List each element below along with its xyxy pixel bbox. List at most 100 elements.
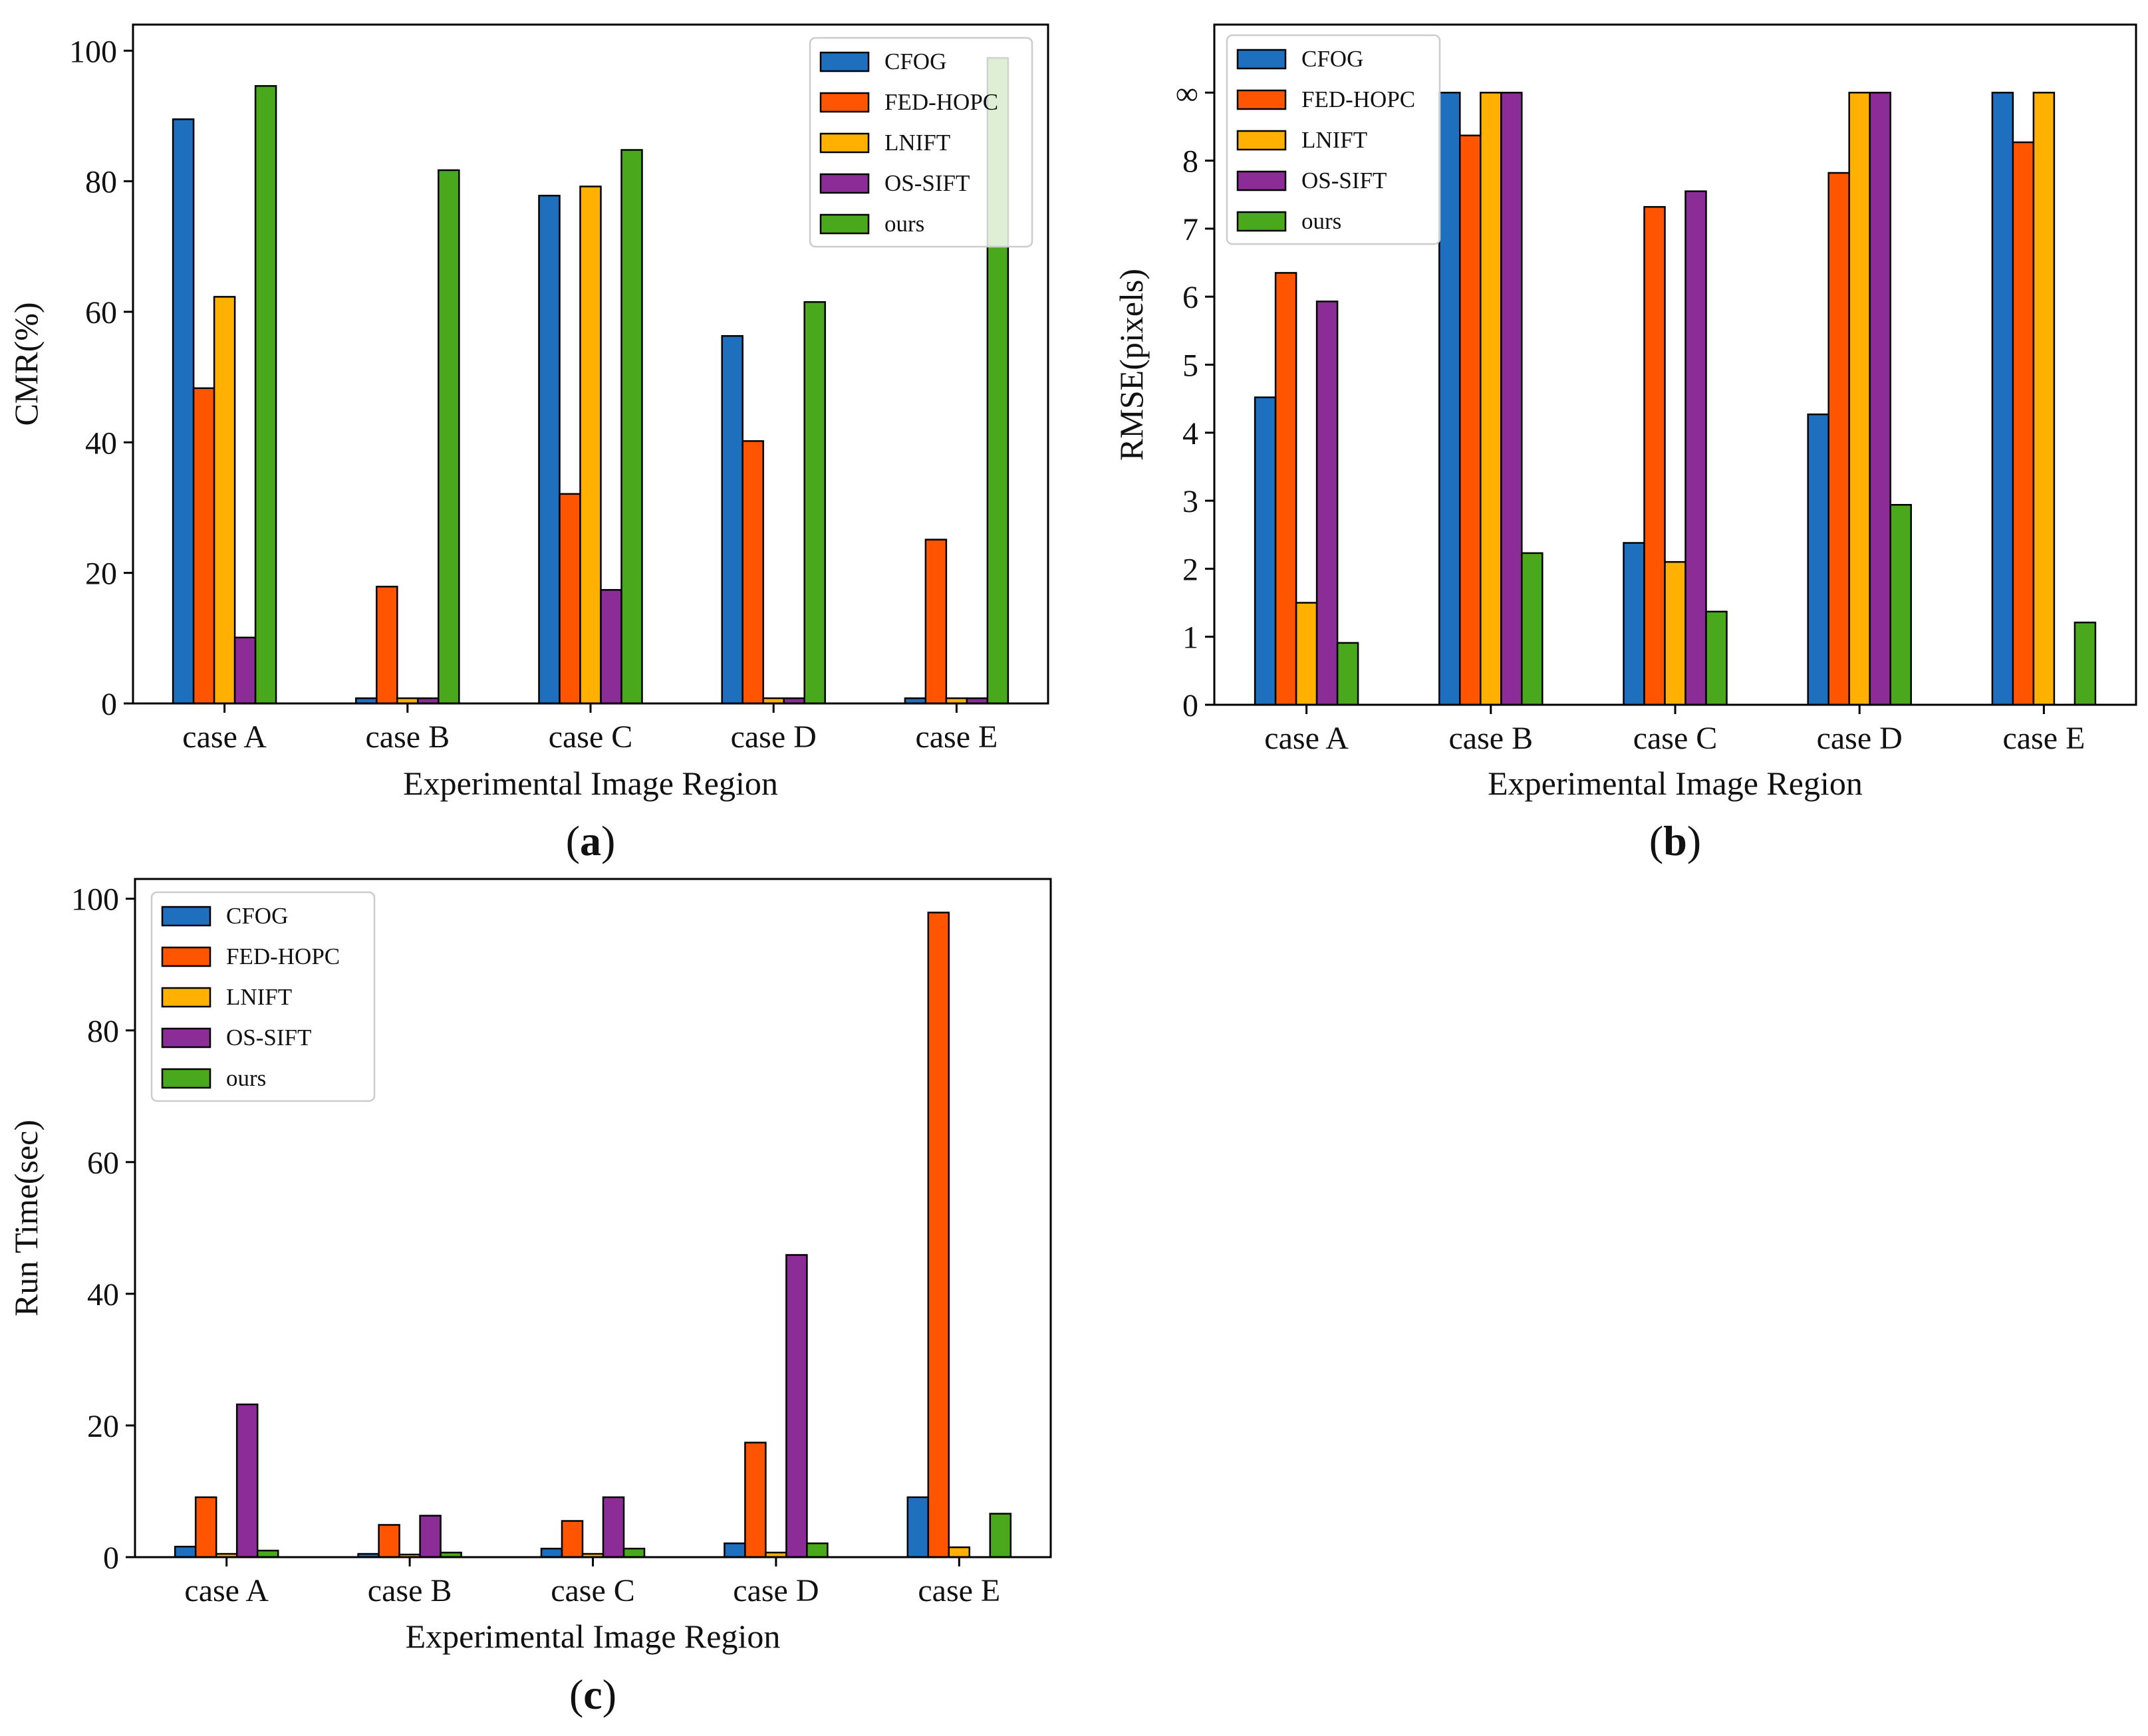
bar-cfog-case-d (724, 1542, 746, 1558)
legend-label: ours (226, 1065, 266, 1091)
panel-label-close: ) (601, 817, 615, 864)
y-axis-label: CMR(%) (7, 302, 45, 426)
x-tick-label: case C (1633, 721, 1718, 756)
bar-cfog-case-a (174, 1545, 197, 1558)
y-tick-label: 40 (87, 1277, 119, 1312)
legend-label: FED-HOPC (884, 89, 998, 115)
bar-os-sift-case-d (1869, 92, 1891, 706)
legend-box (1226, 34, 1441, 245)
legend-swatch (161, 906, 211, 927)
chart-c: 0 20 40 60 80 100 case A case B case C case D case… (7, 878, 1052, 1718)
bar-fed-hopc-case-e (2012, 141, 2035, 706)
x-tick-label: case C (549, 719, 633, 755)
bar-ours-case-b (1521, 552, 1544, 706)
x-axis-label: Experimental Image Region (1488, 765, 1863, 802)
x-tick-label: case A (184, 1573, 269, 1608)
y-axis-label: Run Time(sec) (7, 1120, 45, 1316)
y-tick-label: 60 (87, 1146, 119, 1181)
x-tick-label: case B (365, 719, 450, 755)
y-tick-label: 60 (85, 295, 117, 330)
bar-ours-case-e (2074, 621, 2097, 706)
legend-label: ours (884, 211, 924, 237)
bar-os-sift-case-c (1684, 190, 1707, 706)
legend-swatch (819, 132, 870, 154)
y-tick-label: 100 (71, 882, 119, 918)
legend-swatch (1236, 49, 1287, 70)
x-tick-label: case D (1817, 721, 1903, 756)
y-tick-label: 80 (85, 165, 117, 200)
bar-cfog-case-e (906, 1496, 930, 1558)
bar-ours-case-e (989, 1513, 1012, 1558)
y-tick-label: 0 (103, 1541, 119, 1576)
x-axis-label: Experimental Image Region (406, 1618, 781, 1655)
y-tick-label: 0 (1182, 688, 1198, 723)
bar-cfog-case-d (721, 335, 743, 705)
y-tick-label: 7 (1182, 212, 1198, 247)
y-tick-label: 4 (1182, 416, 1198, 451)
x-tick-label: case A (1264, 721, 1349, 756)
bar-ours-case-a (254, 85, 277, 705)
bar-lnift-case-a (1295, 602, 1318, 706)
panel-label-open: ( (1649, 817, 1663, 864)
y-tick-label: 3 (1182, 484, 1198, 519)
bar-fed-hopc-case-b (1459, 134, 1482, 706)
bar-os-sift-case-a (233, 636, 257, 705)
bar-fed-hopc-case-a (194, 1496, 217, 1558)
bar-os-sift-case-c (602, 1496, 625, 1558)
bar-fed-hopc-case-d (741, 440, 764, 705)
legend-label: ours (1301, 208, 1341, 234)
y-tick-label: 100 (69, 34, 117, 69)
panel-label-letter: b (1663, 817, 1687, 864)
panel-label: (a) (566, 817, 616, 864)
bar-cfog-case-a (1254, 396, 1277, 706)
legend-label: CFOG (226, 903, 288, 929)
bar-lnift-case-b (1480, 92, 1502, 706)
bar-os-sift-case-a (235, 1404, 259, 1558)
x-tick-label: case D (731, 719, 817, 755)
chart-b: 0 1 2 3 4 5 6 7 8 ∞ case A case B case C case D case E… (1113, 23, 2137, 864)
legend-box (809, 37, 1033, 248)
y-tick-label: 40 (85, 426, 117, 461)
bar-os-sift-case-c (600, 588, 622, 705)
panel-label: (c) (569, 1671, 616, 1718)
x-axis-label: Experimental Image Region (403, 765, 778, 802)
bar-ours-case-c (622, 1547, 646, 1558)
bar-ours-case-d (806, 1542, 829, 1558)
x-tick-label: case B (1448, 721, 1533, 756)
panel-label-open: ( (569, 1671, 583, 1718)
bar-cfog-case-c (540, 1547, 563, 1558)
chart-a: 0 20 40 60 80 100 case A case B case C case D case… (7, 23, 1049, 864)
y-tick-label: 6 (1182, 280, 1198, 315)
legend-swatch (819, 51, 870, 72)
bar-cfog-case-c (538, 194, 561, 705)
panel-label-letter: a (580, 817, 601, 864)
y-tick-label: 0 (101, 687, 117, 722)
legend-label: OS-SIFT (226, 1025, 311, 1051)
bar-lnift-case-a (213, 296, 236, 705)
panel-label-open: ( (566, 817, 580, 864)
bar-ours-case-c (1705, 610, 1728, 706)
legend-label: LNIFT (1301, 127, 1367, 153)
x-tick-label: case D (733, 1573, 819, 1608)
legend-label: OS-SIFT (1301, 168, 1387, 193)
legend-label: LNIFT (884, 130, 950, 156)
bar-os-sift-case-a (1315, 301, 1339, 706)
legend-swatch (161, 987, 211, 1008)
legend-swatch (819, 213, 870, 235)
bar-ours-case-d (1889, 503, 1912, 706)
x-tick-label: case E (915, 719, 998, 755)
bar-fed-hopc-case-c (559, 493, 581, 705)
bar-cfog-case-e (1991, 92, 2014, 706)
bar-fed-hopc-case-e (927, 912, 950, 1558)
legend-swatch (161, 1027, 211, 1049)
bar-fed-hopc-case-c (1643, 205, 1666, 706)
legend-label: CFOG (1301, 46, 1363, 72)
bar-fed-hopc-case-d (1827, 172, 1850, 706)
bar-os-sift-case-b (419, 1515, 442, 1558)
bar-fed-hopc-case-b (376, 586, 398, 705)
bar-lnift-case-d (1848, 92, 1871, 706)
y-tick-label: 80 (87, 1014, 119, 1049)
bar-ours-case-c (620, 149, 643, 705)
legend-label: CFOG (884, 49, 946, 74)
